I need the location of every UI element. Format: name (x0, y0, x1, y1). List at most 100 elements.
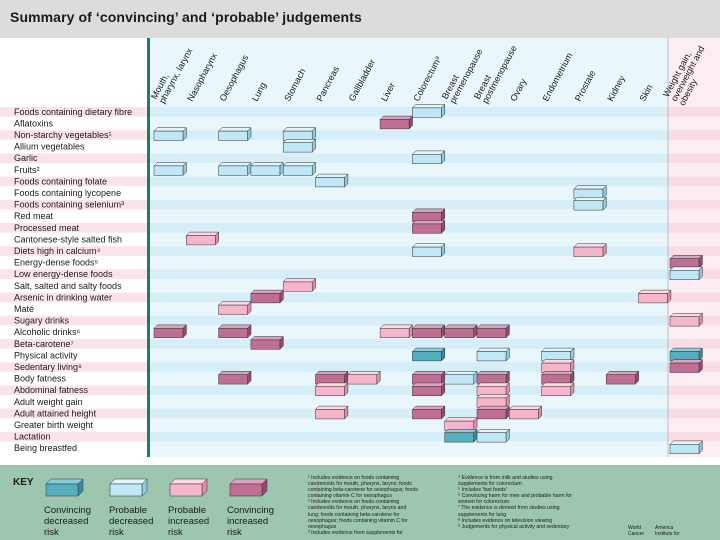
row-stripe (0, 431, 150, 442)
footnote-line: ⁵ Includes 'fast foods' (458, 487, 507, 494)
row-stripe (150, 199, 668, 210)
key-swatch-convincing-increased (229, 478, 268, 497)
row-label: Adult attained height (14, 408, 97, 418)
row-label: Fruits² (14, 165, 40, 175)
probable-increased-cell (476, 382, 511, 397)
footnote-line: containing vitamin C for oesophagus (308, 493, 392, 500)
convincing-increased-cell (250, 335, 284, 350)
row-stripe (150, 431, 668, 442)
row-label: Sedentary living⁸ (14, 362, 82, 372)
probable-increased-cell (314, 382, 349, 397)
footnote-line: ⁸ Includes evidence on television viewin… (458, 517, 553, 524)
row-label: Greater birth weight (14, 420, 94, 430)
convincing-increased-cell (669, 254, 704, 269)
probable-decreased-cell (282, 138, 317, 153)
key-swatch-probable-increased (169, 478, 208, 497)
convincing-increased-cell (153, 324, 188, 339)
row-stripe (0, 130, 150, 140)
row-label: Maté (14, 304, 34, 314)
row-label: Sugary drinks (14, 316, 70, 326)
convincing-decreased-cell (411, 347, 446, 362)
row-stripe (668, 385, 720, 395)
row-label: Abdominal fatness (14, 385, 89, 395)
row-stripe (0, 408, 150, 419)
probable-decreased-cell (411, 243, 446, 258)
row-label: Foods containing folate (14, 176, 107, 186)
probable-decreased-cell (411, 150, 446, 165)
row-label: Cantonese-style salted fish (14, 234, 122, 244)
row-stripe (0, 153, 150, 163)
row-label: Physical activity (14, 350, 78, 360)
convincing-increased-cell (411, 324, 446, 339)
row-label: Body fatness (14, 374, 67, 384)
row-stripe (668, 292, 720, 303)
footnote-line: women for colorectum (458, 499, 510, 506)
row-stripe (150, 292, 668, 303)
row-stripe (0, 315, 150, 326)
probable-decreased-cell (540, 347, 575, 362)
row-stripe (150, 153, 668, 163)
row-stripe (668, 199, 720, 210)
probable-increased-cell (444, 417, 478, 432)
convincing-increased-cell (411, 219, 446, 234)
probable-increased-cell (379, 324, 414, 339)
convincing-increased-cell (411, 382, 446, 397)
convincing-increased-cell (379, 115, 414, 130)
row-stripe (150, 315, 668, 326)
logo-line: World (628, 525, 641, 531)
judgement-cells (153, 103, 704, 455)
probable-decreased-cell (250, 161, 284, 176)
footnote-line: oesophagus (308, 523, 337, 530)
wcrf-logo-text: World Cancer (628, 525, 645, 537)
row-label: Allium vegetables (14, 142, 85, 152)
probable-increased-cell (573, 243, 607, 258)
probable-increased-cell (282, 277, 317, 292)
probable-decreased-cell (444, 370, 478, 385)
footnote-line: containing beta-carotene for oesophagus;… (308, 487, 418, 494)
row-label: Non-starchy vegetables¹ (14, 130, 112, 140)
probable-decreased-cell (573, 196, 607, 211)
row-label: Foods containing lycopene (14, 188, 121, 198)
row-label: Aflatoxins (14, 118, 54, 128)
convincing-increased-cell (476, 324, 511, 339)
row-stripe (668, 223, 720, 233)
footnote-line: lung; foods containing beta-carotene for (308, 511, 400, 518)
row-label: Adult weight gain (14, 397, 83, 407)
probable-decreased-cell (153, 161, 188, 176)
row-label: Energy-dense foods⁵ (14, 258, 99, 268)
row-label: Red meat (14, 211, 54, 221)
convincing-increased-cell (540, 370, 575, 385)
logo-line: Cancer (628, 530, 645, 537)
probable-increased-cell (185, 231, 220, 246)
row-stripe (0, 269, 150, 279)
row-label: Processed meat (14, 223, 80, 233)
footnote-line: ⁴ Evidence is from milk and studies usin… (458, 475, 553, 481)
convincing-increased-cell (605, 370, 640, 385)
header-bar: Summary of ‘convincing’ and ‘probable’ j… (0, 0, 720, 38)
convincing-increased-cell (476, 370, 511, 385)
convincing-increased-cell (411, 405, 446, 420)
footnote-line: carotenoids for mouth, pharynx, larynx a… (308, 505, 407, 512)
footnote-line: carotenoids for mouth, pharynx, larynx; … (308, 481, 412, 488)
aicr-logo-text: America Institute for (655, 525, 680, 537)
key-label-probable-decreased: Probable decreased risk (109, 505, 154, 538)
footnote-line: oesophagus; foods containing vitamin C f… (308, 517, 408, 524)
row-label: Arsenic in drinking water (14, 292, 112, 302)
row-stripe (0, 223, 150, 233)
probable-decreased-cell (411, 103, 446, 118)
row-label: Beta-carotene⁷ (14, 339, 74, 349)
convincing-increased-cell (411, 370, 446, 385)
probable-increased-cell (217, 301, 252, 316)
divider-band (147, 38, 150, 457)
footnote-line: ⁶ Convincing harm for men and probable h… (458, 493, 573, 500)
probable-decreased-cell (476, 428, 511, 443)
footnote-line: ¹ Includes evidence on foods containing (308, 475, 400, 481)
key-panel: KEY Convincing decreased risk Probable d… (0, 465, 720, 540)
logo-line: America (655, 525, 674, 531)
probable-increased-cell (347, 370, 381, 385)
row-label: Foods containing dietary fibre (14, 107, 132, 117)
row-stripe (150, 362, 668, 372)
key-icons (45, 478, 268, 497)
page-title: Summary of ‘convincing’ and ‘probable’ j… (10, 9, 362, 25)
probable-decreased-cell (573, 185, 607, 200)
